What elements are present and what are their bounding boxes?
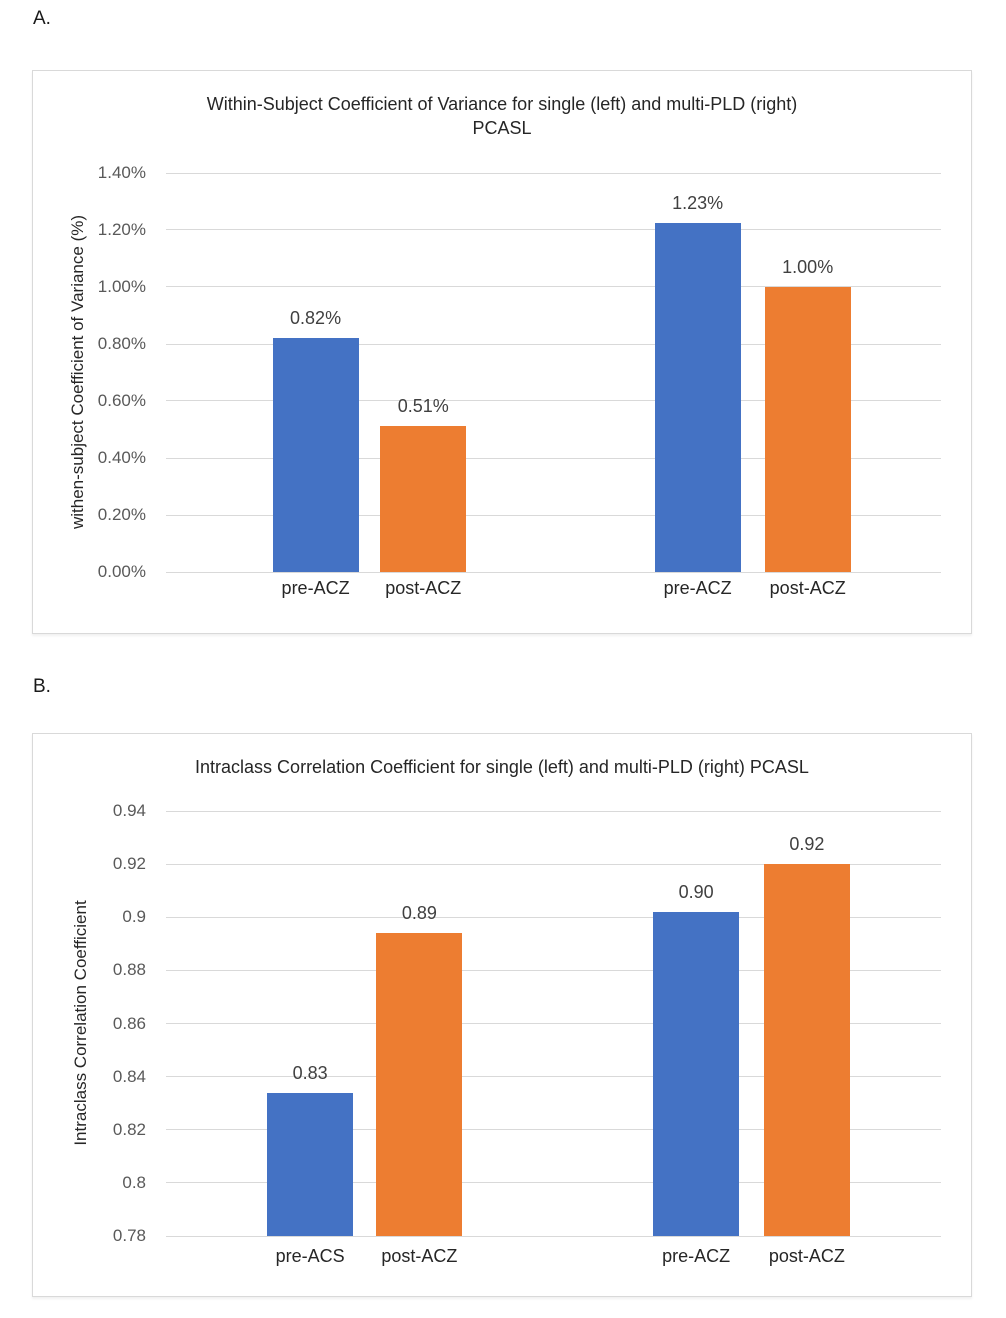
chart-b-x-axis-labels: pre-ACS post-ACZ pre-ACZ post-ACZ bbox=[166, 1246, 941, 1270]
y-axis-tick-label: 0.20% bbox=[97, 505, 146, 524]
x-category-label: post-ACZ bbox=[381, 1246, 458, 1266]
bar-data-label: 0.92 bbox=[789, 834, 825, 855]
y-axis-tick-label: 1.40% bbox=[97, 163, 146, 182]
gridline bbox=[166, 1235, 941, 1237]
bar-data-label: 0.51% bbox=[397, 396, 449, 417]
y-axis-tick-label: 0.40% bbox=[97, 448, 146, 467]
gridline bbox=[166, 1182, 941, 1184]
gridline bbox=[166, 286, 941, 288]
x-category-label: pre-ACZ bbox=[281, 578, 350, 598]
bar-pre-acz bbox=[653, 911, 740, 1236]
gridline bbox=[166, 1076, 941, 1078]
chart-title-line: PCASL bbox=[472, 118, 532, 138]
y-axis-tick-label: 0.00% bbox=[97, 562, 146, 581]
gridline bbox=[166, 863, 941, 865]
y-axis-tick-label: 0.80% bbox=[97, 334, 146, 353]
gridline bbox=[166, 400, 941, 402]
gridline bbox=[166, 343, 941, 345]
chart-a-plot-area: 0.82% 0.51% 1.23% 1.00% bbox=[166, 172, 941, 573]
bar-post-acz bbox=[763, 864, 850, 1236]
chart-title-line: Within-Subject Coefficient of Variance f… bbox=[206, 94, 798, 114]
y-axis-tick-label: 0.86 bbox=[112, 1013, 146, 1033]
gridline bbox=[166, 916, 941, 918]
bar-data-label: 0.89 bbox=[401, 903, 437, 924]
chart-title-line: Intraclass Correlation Coefficient for s… bbox=[195, 757, 809, 777]
bar-data-label: 0.83 bbox=[292, 1062, 328, 1083]
bar-post-acz bbox=[380, 426, 467, 572]
gridline bbox=[166, 1023, 941, 1024]
bar-post-acz bbox=[376, 933, 463, 1236]
gridline bbox=[166, 229, 941, 231]
chart-b-y-axis-ticks: 0.94 0.92 0.9 0.88 0.86 0.84 0.82 0.8 0.78 bbox=[33, 801, 156, 1245]
y-axis-tick-label: 0.8 bbox=[122, 1172, 146, 1192]
y-axis-tick-label: 0.82 bbox=[112, 1119, 146, 1139]
chart-b-plot-area: 0.83 0.89 0.90 0.92 bbox=[166, 810, 941, 1237]
gridline bbox=[166, 969, 941, 971]
x-category-label: pre-ACZ bbox=[662, 1246, 731, 1266]
chart-a-title: Within-Subject Coefficient of Variance f… bbox=[33, 92, 971, 140]
y-axis-tick-label: 0.88 bbox=[112, 960, 146, 980]
chart-b-panel: Intraclass Correlation Coefficient for s… bbox=[32, 733, 972, 1297]
bar-data-label: 1.23% bbox=[672, 193, 724, 214]
gridline bbox=[166, 457, 941, 459]
x-category-label: post-ACZ bbox=[385, 578, 462, 598]
bar-data-label: 0.82% bbox=[290, 307, 342, 328]
gridline bbox=[166, 514, 941, 516]
bar-pre-acz bbox=[654, 223, 741, 572]
x-category-label: pre-ACS bbox=[275, 1246, 345, 1266]
bar-data-label: 0.90 bbox=[678, 881, 714, 902]
gridline bbox=[166, 810, 941, 812]
y-axis-tick-label: 1.00% bbox=[97, 277, 146, 296]
chart-a-x-axis-labels: pre-ACZ post-ACZ pre-ACZ post-ACZ bbox=[166, 578, 941, 602]
chart-a-y-axis-ticks: 1.40% 1.20% 1.00% 0.80% 0.60% 0.40% 0.20% 0.00% bbox=[33, 163, 156, 581]
bar-data-label: 1.00% bbox=[782, 257, 834, 277]
gridline bbox=[166, 1129, 941, 1131]
y-axis-tick-label: 0.9 bbox=[122, 907, 146, 927]
x-category-label: pre-ACZ bbox=[663, 578, 732, 598]
x-category-label: post-ACZ bbox=[769, 578, 846, 598]
x-category-label: post-ACZ bbox=[768, 1246, 845, 1266]
figure-b-label: B. bbox=[33, 676, 51, 697]
gridline bbox=[166, 571, 941, 573]
y-axis-tick-label: 0.60% bbox=[97, 391, 146, 410]
bar-pre-acz bbox=[272, 337, 359, 572]
y-axis-tick-label: 0.84 bbox=[112, 1066, 146, 1086]
bar-pre-acz bbox=[267, 1092, 354, 1236]
y-axis-tick-label: 0.92 bbox=[112, 854, 146, 874]
chart-b-title: Intraclass Correlation Coefficient for s… bbox=[33, 755, 971, 779]
chart-a-panel: Within-Subject Coefficient of Variance f… bbox=[32, 70, 972, 634]
gridline bbox=[166, 172, 941, 174]
y-axis-tick-label: 0.94 bbox=[112, 801, 146, 820]
bar-post-acz bbox=[764, 287, 851, 572]
y-axis-tick-label: 1.20% bbox=[97, 220, 146, 239]
figure-a-label: A. bbox=[33, 8, 51, 29]
y-axis-tick-label: 0.78 bbox=[112, 1226, 146, 1245]
